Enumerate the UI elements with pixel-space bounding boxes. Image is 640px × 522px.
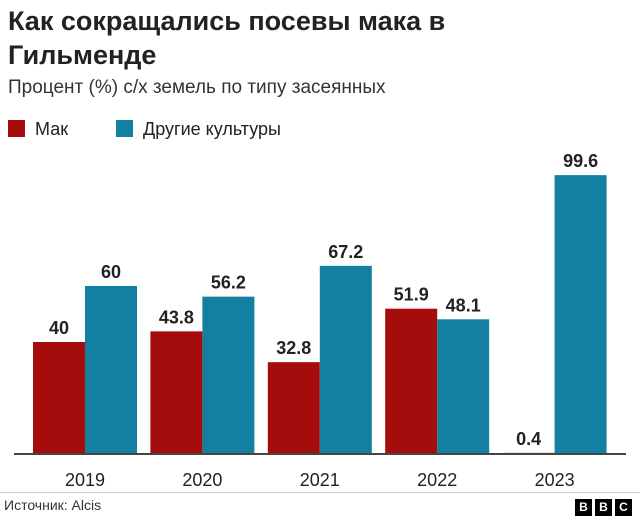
bar-chart: 40 60 2019 43.8 56.2 2020 32.8 67.2 2021 51.9 48.1… bbox=[0, 140, 640, 492]
bar-other-crops-2021 bbox=[320, 266, 372, 454]
bbc-logo-letter: B bbox=[595, 499, 612, 516]
data-label-poppy-2022: 51.9 bbox=[394, 285, 429, 305]
source-note: Источник: Alcis bbox=[4, 496, 101, 514]
x-tick-label-2021: 2021 bbox=[300, 470, 340, 490]
data-label-other-crops-2021: 67.2 bbox=[328, 242, 363, 262]
bar-poppy-2020 bbox=[150, 331, 202, 454]
legend-label-poppy: Мак bbox=[35, 118, 68, 140]
bar-poppy-2021 bbox=[268, 362, 320, 454]
x-tick-label-2019: 2019 bbox=[65, 470, 105, 490]
data-label-other-crops-2022: 48.1 bbox=[446, 295, 481, 315]
bar-poppy-2022 bbox=[385, 309, 437, 454]
legend-swatch-poppy bbox=[8, 120, 25, 137]
data-label-other-crops-2020: 56.2 bbox=[211, 273, 246, 293]
data-label-poppy-2021: 32.8 bbox=[276, 338, 311, 358]
data-label-poppy-2023: 0.4 bbox=[516, 429, 541, 449]
bbc-logo-letter: C bbox=[615, 499, 632, 516]
chart-title: Как сокращались посевы мака в Гильменде bbox=[8, 4, 568, 72]
footer-divider bbox=[0, 492, 640, 493]
x-tick-label-2020: 2020 bbox=[182, 470, 222, 490]
chart-subtitle: Процент (%) с/х земель по типу засеянных bbox=[8, 76, 386, 100]
bbc-logo-letter: B bbox=[575, 499, 592, 516]
bar-other-crops-2020 bbox=[202, 297, 254, 454]
bar-poppy-2019 bbox=[33, 342, 85, 454]
data-label-other-crops-2019: 60 bbox=[101, 262, 121, 282]
data-label-other-crops-2023: 99.6 bbox=[563, 151, 598, 171]
x-tick-label-2022: 2022 bbox=[417, 470, 457, 490]
data-label-poppy-2020: 43.8 bbox=[159, 307, 194, 327]
data-label-poppy-2019: 40 bbox=[49, 318, 69, 338]
bar-other-crops-2022 bbox=[437, 319, 489, 454]
bbc-logo: B B C bbox=[575, 499, 632, 516]
legend-swatch-other-crops bbox=[116, 120, 133, 137]
legend-label-other-crops: Другие культуры bbox=[143, 118, 281, 140]
x-tick-label-2023: 2023 bbox=[535, 470, 575, 490]
bar-other-crops-2019 bbox=[85, 286, 137, 454]
bar-other-crops-2023 bbox=[555, 175, 607, 454]
